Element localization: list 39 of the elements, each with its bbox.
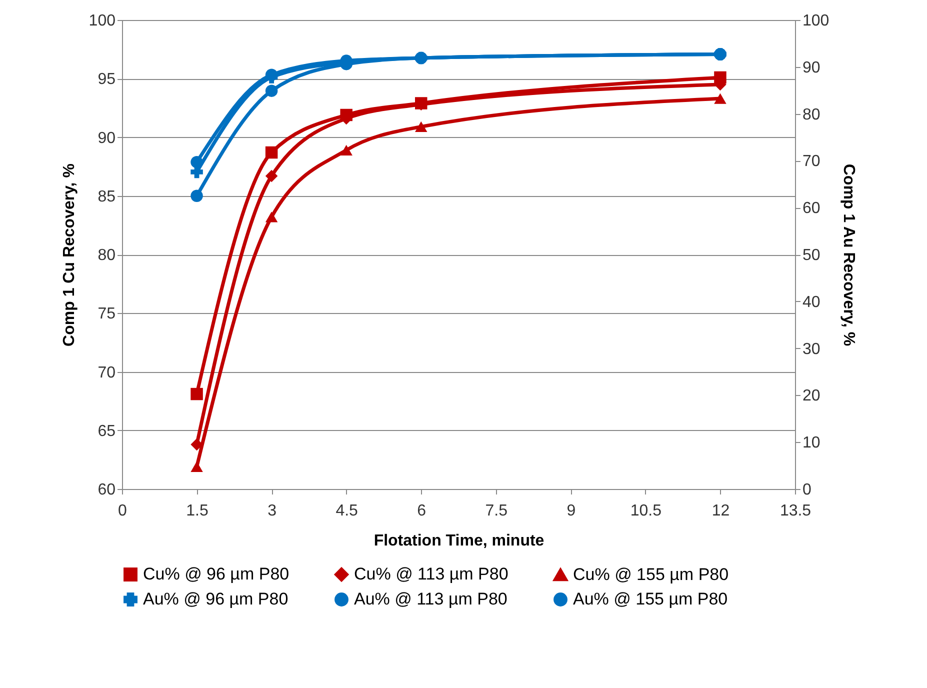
x-axis-title: Flotation Time, minute: [374, 532, 544, 550]
y2-tick-label: 10: [802, 434, 820, 452]
y-tick-label: 65: [98, 422, 116, 440]
y-tick-label: 100: [88, 12, 116, 30]
y2-tick-label: 20: [802, 388, 820, 405]
legend-label: Au% @ 155 µm P80: [573, 590, 728, 608]
x-tick-label: 9: [566, 502, 576, 520]
legend-label: Cu% @ 96 µm P80: [143, 564, 290, 584]
y-tick-label: 95: [98, 71, 116, 88]
y2-tick-label: 30: [802, 340, 820, 358]
x-tick-label: 7.5: [485, 502, 508, 520]
x-tick-label: 3: [268, 502, 277, 520]
y2-tick-label: 0: [802, 482, 812, 498]
legend-label: Au% @ 96 µm P80: [143, 590, 288, 608]
y2-axis-title: Comp 1 Au Recovery, %: [840, 164, 858, 346]
y-tick-label: 90: [98, 130, 116, 147]
x-tick-label: 6: [417, 502, 426, 520]
y2-tick-label: 100: [802, 12, 830, 30]
y2-tick-label: 70: [802, 153, 820, 170]
y2-tick-label: 40: [802, 294, 820, 311]
x-tick-label: 13.5: [780, 502, 812, 520]
x-tick-label: 1.5: [186, 502, 208, 520]
y-axis-title: Comp 1 Cu Recovery, %: [60, 164, 78, 346]
y2-tick-label: 90: [802, 59, 820, 76]
legend-label: Cu% @ 155 µm P80: [573, 564, 729, 584]
y2-tick-label: 80: [802, 106, 820, 124]
y-tick-label: 60: [98, 482, 116, 498]
legend-label: Cu% @ 113 µm P80: [354, 564, 508, 584]
x-tick-label: 0: [118, 502, 128, 520]
y-tick-label: 85: [98, 188, 116, 206]
y-tick-label: 75: [98, 306, 116, 323]
y2-tick-label: 60: [802, 200, 820, 218]
y-tick-label: 80: [98, 247, 116, 264]
x-tick-label: 4.5: [336, 502, 358, 520]
x-tick-label: 12: [712, 502, 730, 520]
y-tick-label: 70: [98, 364, 116, 382]
y2-tick-label: 50: [802, 247, 820, 264]
x-tick-label: 10.5: [630, 502, 662, 520]
legend-label: Au% @ 113 µm P80: [354, 590, 508, 608]
